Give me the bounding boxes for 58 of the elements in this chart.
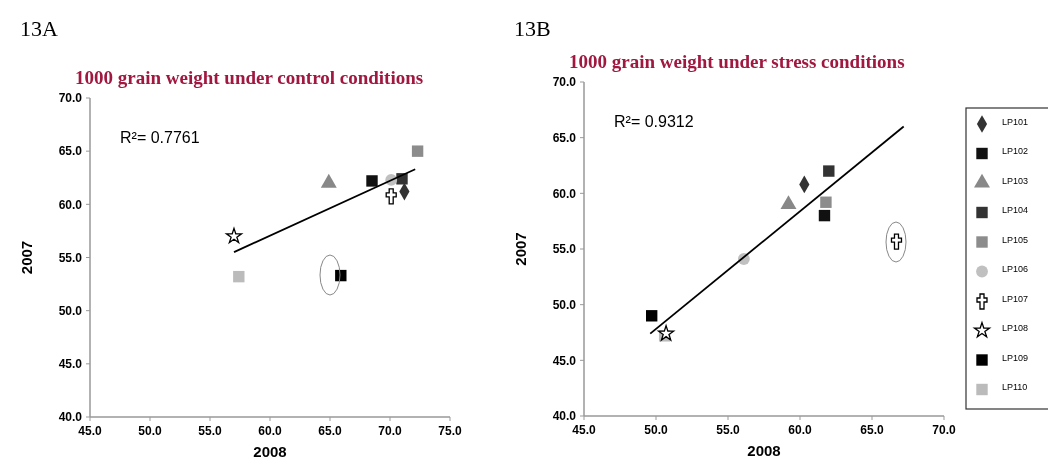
x-tick-label: 50.0 <box>644 423 668 437</box>
chart-subtitle: 1000 grain weight under control conditions <box>75 67 424 88</box>
y-tick-label: 40.0 <box>58 410 83 425</box>
legend-label: LP101 <box>1002 116 1029 127</box>
legend-label: LP102 <box>1002 146 1029 157</box>
x-tick-label: 75.0 <box>438 424 462 438</box>
legend-label: LP110 <box>1002 382 1028 393</box>
y-tick-label: 45.0 <box>552 353 577 368</box>
y-tick-label: 65.0 <box>552 130 577 145</box>
y-tick-label: 50.0 <box>552 297 577 312</box>
legend-label: LP109 <box>1002 352 1029 363</box>
chart-subtitle: 1000 grain weight under stress conditions <box>569 51 905 72</box>
y-tick-label: 60.0 <box>552 186 577 201</box>
y-tick-label: 50.0 <box>58 303 83 318</box>
annotation: R²= 0.9312 <box>614 113 694 130</box>
y-tick-label: 45.0 <box>58 357 83 372</box>
chart-title: 13A <box>20 16 58 41</box>
x-tick-label: 50.0 <box>138 424 162 438</box>
y-axis-title: 2007 <box>512 232 529 266</box>
x-tick-label: 70.0 <box>932 423 956 437</box>
legend-label: LP104 <box>1002 205 1029 216</box>
y-tick-label: 65.0 <box>58 144 83 159</box>
x-tick-label: 55.0 <box>198 424 222 438</box>
annotation: R²= 0.7761 <box>120 129 200 146</box>
y-tick-label: 60.0 <box>58 197 83 212</box>
x-tick-label: 65.0 <box>318 424 342 438</box>
legend-label: LP107 <box>1002 293 1029 304</box>
legend-label: LP105 <box>1002 234 1029 245</box>
point <box>820 196 832 208</box>
point <box>366 175 378 187</box>
point <box>411 145 424 157</box>
x-axis-title: 2008 <box>747 442 781 459</box>
legend-label: LP106 <box>1002 264 1029 275</box>
x-tick-label: 60.0 <box>258 424 282 438</box>
y-tick-label: 70.0 <box>552 75 577 90</box>
point <box>233 270 245 283</box>
x-tick-label: 45.0 <box>572 423 596 437</box>
point <box>823 165 835 177</box>
y-tick-label: 40.0 <box>552 409 577 424</box>
legend-label: LP108 <box>1002 323 1029 334</box>
y-tick-label: 70.0 <box>58 91 83 106</box>
point <box>657 325 675 341</box>
x-tick-label: 70.0 <box>378 424 402 438</box>
x-tick-label: 60.0 <box>788 423 812 437</box>
point <box>385 188 397 205</box>
y-axis-title: 2007 <box>18 240 35 275</box>
x-tick-label: 45.0 <box>78 424 102 438</box>
y-tick-label: 55.0 <box>552 242 577 257</box>
y-tick-label: 55.0 <box>58 250 83 265</box>
x-axis-title: 2008 <box>253 443 287 460</box>
x-tick-label: 55.0 <box>716 423 740 437</box>
point <box>780 195 797 210</box>
legend-label: LP103 <box>1002 175 1029 186</box>
point <box>818 209 831 222</box>
x-tick-label: 65.0 <box>860 423 884 437</box>
chart-title: 13B <box>514 16 551 41</box>
point <box>225 227 243 244</box>
point <box>645 310 658 322</box>
